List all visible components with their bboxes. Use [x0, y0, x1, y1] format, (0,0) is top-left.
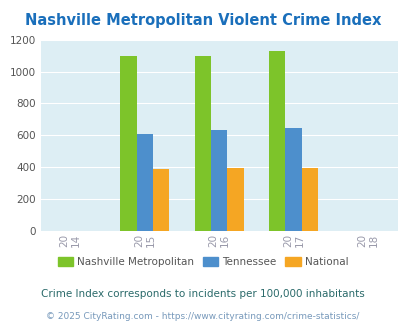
Text: Crime Index corresponds to incidents per 100,000 inhabitants: Crime Index corresponds to incidents per… [41, 289, 364, 299]
Legend: Nashville Metropolitan, Tennessee, National: Nashville Metropolitan, Tennessee, Natio… [53, 253, 352, 271]
Text: Nashville Metropolitan Violent Crime Index: Nashville Metropolitan Violent Crime Ind… [25, 13, 380, 28]
Bar [136, 134, 153, 231]
Bar [194, 55, 211, 231]
Text: © 2025 CityRating.com - https://www.cityrating.com/crime-statistics/: © 2025 CityRating.com - https://www.city… [46, 312, 359, 321]
Bar [285, 128, 301, 231]
Bar [227, 168, 243, 231]
Bar [301, 168, 318, 231]
Bar [153, 169, 169, 231]
Bar [269, 51, 285, 231]
Bar [211, 130, 227, 231]
Bar [120, 55, 136, 231]
